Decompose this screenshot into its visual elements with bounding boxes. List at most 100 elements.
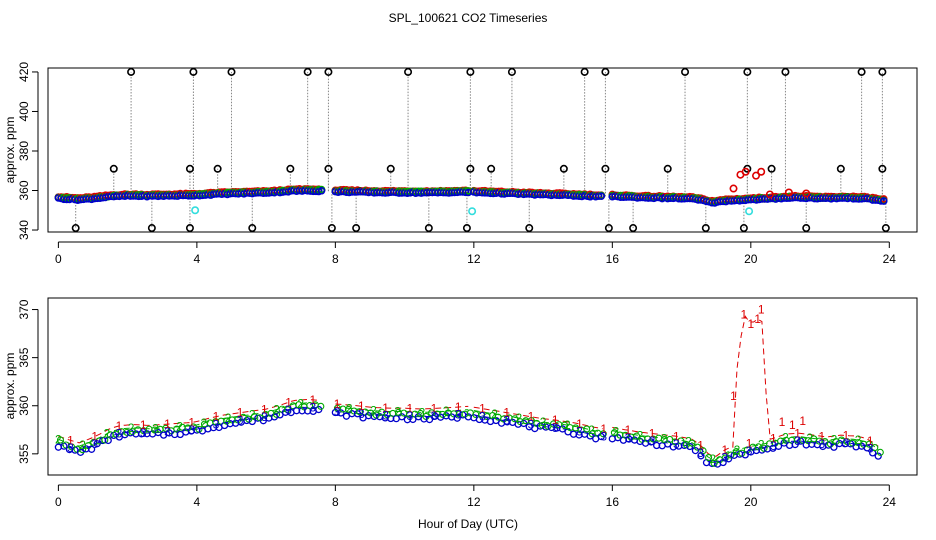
bottom-series-2-marker: 2	[637, 429, 644, 443]
top-spike-marker	[324, 164, 333, 173]
bottom-series-2-marker: 2	[128, 421, 135, 435]
bottom-series-3-marker: 3	[334, 405, 341, 419]
bottom-series-1-line	[335, 403, 469, 410]
bottom-series-1-marker: 1	[67, 433, 74, 447]
bottom-series-3-marker: 3	[600, 430, 607, 444]
bottom-point-blue	[558, 425, 567, 433]
bottom-series-3-marker: 3	[358, 407, 365, 421]
bottom-x-tick-label: 20	[744, 495, 758, 509]
bottom-series-3-marker: 3	[746, 444, 753, 458]
bottom-point-blue	[353, 410, 362, 418]
top-spike-marker	[836, 164, 845, 173]
bottom-series-2-marker: 2	[249, 407, 256, 421]
top-spike-marker	[424, 224, 433, 233]
top-x-tick-label: 16	[606, 252, 620, 266]
top-spike-marker	[701, 224, 710, 233]
bottom-series-3-marker: 3	[770, 439, 777, 453]
top-spike-marker	[878, 67, 887, 76]
bottom-series-1-marker: 1	[552, 413, 559, 427]
bottom-series-2-marker: 2	[55, 432, 62, 446]
bottom-series-3-marker: 3	[867, 442, 874, 456]
top-spike-marker	[466, 164, 475, 173]
bottom-series-2-marker: 2	[152, 421, 159, 435]
bottom-series-2-marker: 2	[564, 418, 571, 432]
bottom-point-green	[865, 440, 873, 448]
top-point-red-outlier	[757, 167, 766, 176]
bottom-series-1-marker: 1	[116, 419, 123, 433]
bottom-series-1-marker: 1	[576, 417, 583, 431]
top-spike-marker	[327, 224, 336, 233]
bottom-point-green	[162, 424, 170, 432]
bottom-series-3-marker: 3	[213, 417, 220, 431]
top-spike-marker	[189, 67, 198, 76]
bottom-point-blue	[586, 432, 594, 440]
bottom-series-1-marker: 1	[164, 417, 171, 431]
bottom-series-1-marker: 1	[779, 415, 786, 429]
bottom-series-3-marker: 3	[431, 409, 438, 423]
bottom-series-1-marker: 1	[818, 429, 825, 443]
top-spike-marker	[71, 224, 80, 233]
bottom-point-green	[599, 430, 607, 438]
bottom-series-3-marker: 3	[91, 437, 98, 451]
bottom-y-tick-label: 370	[17, 299, 31, 319]
bottom-series-1-marker: 1	[770, 431, 777, 445]
bottom-point-green	[56, 436, 65, 444]
bottom-series-3-marker: 3	[479, 409, 486, 423]
top-spike-marker	[466, 67, 475, 76]
bottom-series-1-marker: 1	[140, 418, 147, 432]
top-spike-marker	[881, 224, 890, 233]
bottom-point-green	[511, 415, 519, 423]
top-x-tick-label: 24	[883, 252, 897, 266]
bottom-y-axis-title: approx. ppm	[3, 353, 17, 420]
bottom-series-3-marker: 3	[697, 446, 704, 460]
bottom-point-green	[693, 443, 702, 451]
bottom-x-tick-label: 16	[606, 495, 620, 509]
bottom-point-green	[876, 448, 884, 456]
bottom-series-2-marker: 2	[685, 435, 692, 449]
bottom-series-3-marker: 3	[722, 451, 729, 465]
top-spike-marker	[324, 67, 333, 76]
top-spike-marker	[802, 224, 811, 233]
bottom-point-green	[378, 408, 386, 416]
bottom-series-2-marker: 2	[104, 427, 111, 441]
bottom-point-green	[583, 425, 591, 433]
x-axis-title: Hour of Day (UTC)	[418, 517, 518, 531]
bottom-series-2-marker: 2	[225, 411, 232, 425]
top-data-points	[54, 67, 890, 233]
top-panel-frame	[47, 67, 918, 233]
bottom-series-2-marker: 2	[79, 438, 86, 452]
bottom-series-3-marker: 3	[625, 431, 632, 445]
bottom-series-3-marker: 3	[382, 409, 389, 423]
bottom-point-green	[317, 402, 325, 410]
figure-title: SPL_100621 CO2 Timeseries	[389, 11, 548, 25]
bottom-series-1-marker: 1	[600, 422, 607, 436]
bottom-series-2-marker: 2	[734, 443, 741, 457]
top-point-red-outlier	[729, 184, 738, 193]
top-spike-marker	[857, 67, 866, 76]
top-spike-marker	[604, 224, 613, 233]
bottom-series-2-marker: 2	[443, 404, 450, 418]
top-spike-marker	[878, 164, 887, 173]
bottom-series-1-line	[58, 398, 321, 444]
bottom-point-green	[416, 409, 425, 418]
bottom-series-1-spike-marker: 1	[747, 317, 754, 331]
bottom-series-2-marker: 2	[370, 404, 377, 418]
bottom-series-2-marker: 2	[273, 403, 280, 417]
top-spike-marker	[352, 224, 361, 233]
top-spike-marker	[213, 164, 222, 173]
bottom-point-green	[101, 436, 109, 444]
bottom-series-3-marker: 3	[164, 425, 171, 439]
top-spike-marker	[462, 224, 471, 233]
bottom-series-1-marker: 1	[697, 438, 704, 452]
top-spike-marker	[559, 164, 568, 173]
bottom-series-3-marker: 3	[140, 426, 147, 440]
top-point-cyan	[745, 207, 754, 216]
bottom-point-green	[727, 451, 735, 459]
bottom-series-1-marker: 1	[673, 429, 680, 443]
bottom-series-2-marker: 2	[782, 430, 789, 444]
bottom-series-1-marker: 1	[261, 402, 268, 416]
bottom-point-green	[372, 411, 380, 419]
bottom-series-3-marker: 3	[843, 436, 850, 450]
top-x-tick-label: 12	[467, 252, 481, 266]
